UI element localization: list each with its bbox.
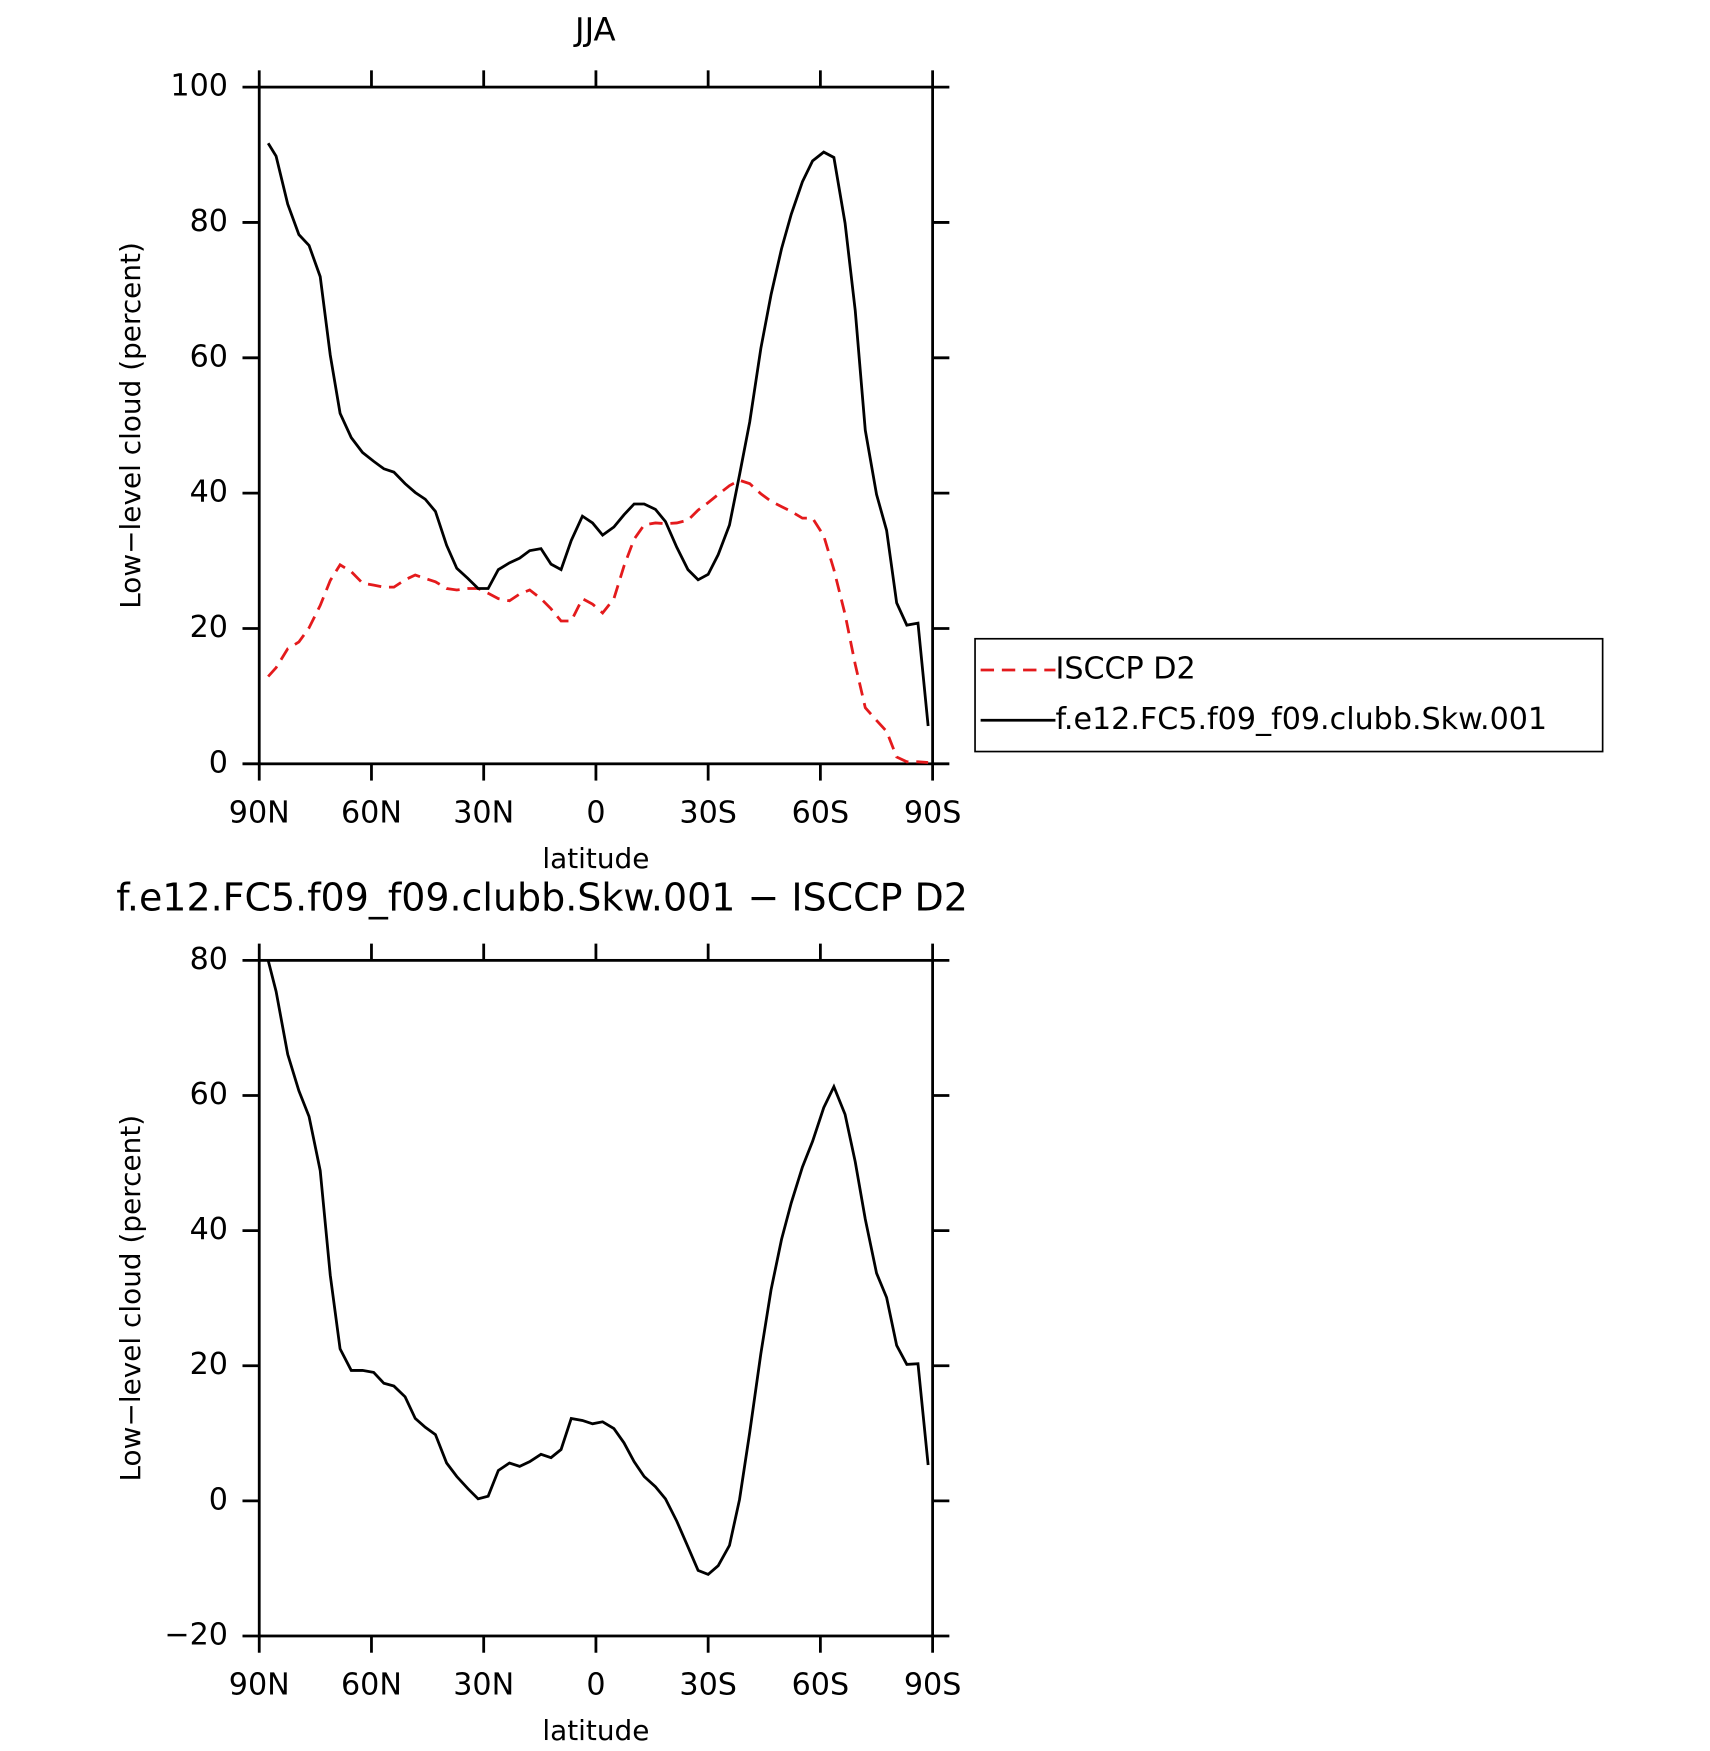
y-tick-label: 0 [209,1482,228,1517]
y-tick-label: 60 [190,339,228,374]
x-tick-label: 30S [679,796,737,831]
y-axis-label: Low−level cloud (percent) [114,242,147,609]
y-tick-label: 80 [190,204,228,239]
data-line [267,478,929,764]
chart-title: f.e12.FC5.f09_f09.clubb.Skw.001 − ISCCP … [116,876,968,920]
y-tick-label: 20 [190,610,228,645]
plot-frame [257,958,935,1638]
plot-frame [257,85,935,766]
chart-title: JJA [573,10,616,48]
y-tick-label: 0 [209,745,228,780]
x-tick-label: 60S [792,1668,850,1703]
x-tick-label: 60N [341,796,402,831]
y-tick-label: 40 [190,1212,228,1247]
y-axis-label: Low−level cloud (percent) [114,1115,147,1482]
x-tick-label: 90N [229,796,290,831]
x-tick-label: 0 [586,1668,605,1703]
x-tick-label: 90S [904,796,962,831]
x-tick-label: 0 [586,796,605,831]
x-tick-label: 60S [792,796,850,831]
data-line [266,142,930,727]
x-tick-label: 30N [453,1668,514,1703]
x-axis-label: latitude [542,842,649,875]
x-tick-label: 30N [453,796,514,831]
y-tick-label: 80 [190,942,228,977]
legend-box [974,637,1604,753]
x-tick-label: 90N [229,1668,290,1703]
legend-label: ISCCP D2 [1055,652,1195,687]
legend-label: f.e12.FC5.f09_f09.clubb.Skw.001 [1055,702,1547,737]
x-axis-label: latitude [542,1714,649,1747]
y-tick-label: −20 [164,1617,228,1652]
data-line [266,960,930,1577]
x-tick-label: 30S [679,1668,737,1703]
y-tick-label: 20 [190,1347,228,1382]
y-tick-label: 40 [190,475,228,510]
y-tick-label: 100 [170,69,228,104]
y-tick-label: 60 [190,1077,228,1112]
x-tick-label: 90S [904,1668,962,1703]
x-tick-label: 60N [341,1668,402,1703]
